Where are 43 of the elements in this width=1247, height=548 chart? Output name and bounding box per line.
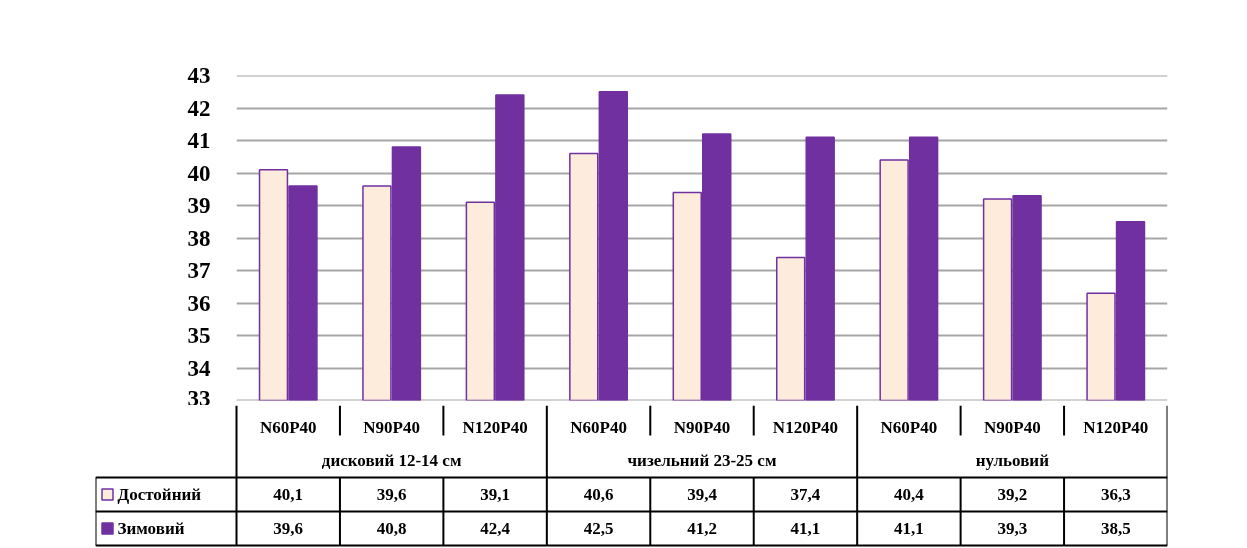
x-tick-label: N120P40	[462, 418, 528, 437]
data-label: 40,8	[376, 519, 407, 538]
y-tick-label: 33	[187, 385, 211, 411]
data-label: 39,2	[997, 485, 1028, 504]
data-label: 39,3	[997, 519, 1028, 538]
text: дисковий 12-14 см	[321, 451, 462, 470]
x-tick-label: N120P40	[1083, 418, 1149, 437]
data-label: 41,2	[687, 519, 717, 538]
y-tick-label: 36	[187, 290, 211, 316]
data-label: 40,1	[273, 485, 304, 504]
data-label: 39,6	[273, 519, 304, 538]
x-tick-label: N90P40	[363, 418, 421, 437]
y-tick-label: 38	[187, 225, 211, 251]
data-label: 37,4	[790, 485, 821, 504]
y-tick-label: 34	[187, 355, 211, 381]
x-tick-label: N90P40	[984, 418, 1041, 437]
data-label: 42,5	[583, 519, 614, 538]
data-label: 38,5	[1100, 519, 1131, 538]
y-tick-label: 43	[187, 63, 211, 88]
data-label: 42,4	[480, 519, 511, 538]
x-tick-label: N60P40	[259, 418, 317, 437]
legend-label: Достойний	[117, 485, 202, 504]
x-tick-label: N90P40	[673, 418, 731, 437]
y-tick-label: 39	[187, 193, 211, 218]
data-label: 41,1	[790, 519, 821, 538]
text: чизельний 23-25 см	[627, 451, 777, 470]
y-tick-label: 35	[187, 323, 211, 348]
data-label: 39,6	[376, 485, 407, 504]
data-label: 39,1	[480, 485, 510, 504]
legend-label: Зимовий	[117, 519, 185, 538]
data-label: 39,4	[687, 485, 718, 504]
x-tick-label: N60P40	[570, 418, 627, 437]
data-label: 40,4	[894, 485, 925, 504]
text: нульовий	[975, 451, 1050, 470]
x-tick-label: N60P40	[880, 418, 938, 437]
y-tick-label: 37	[187, 258, 211, 283]
y-tick-label: 42	[187, 95, 211, 121]
y-tick-label: 41	[187, 128, 211, 153]
x-tick-label: N120P40	[772, 418, 839, 437]
y-tick-label: 40	[187, 160, 211, 186]
data-label: 40,6	[583, 485, 614, 504]
data-label: 36,3	[1100, 485, 1131, 504]
data-label: 41,1	[894, 519, 924, 538]
